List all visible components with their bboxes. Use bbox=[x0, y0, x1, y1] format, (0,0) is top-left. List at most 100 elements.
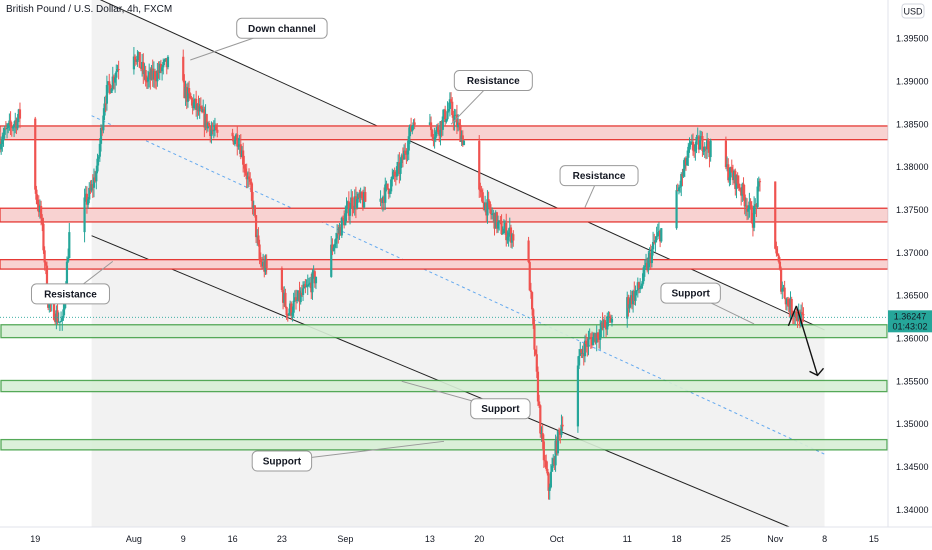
time-axis[interactable]: 19 Aug 9 16 23 Sep 13 20 Oct 11 18 25 Nov 8 15 bbox=[0, 526, 932, 544]
candle-body-443 bbox=[730, 167, 733, 173]
candle-body-200 bbox=[332, 247, 335, 251]
x-tick-label-7: 20 bbox=[474, 534, 484, 544]
candle-body-254 bbox=[410, 124, 413, 132]
candle-body-241 bbox=[394, 175, 397, 177]
candle-body-435 bbox=[707, 140, 710, 150]
candle-body-209 bbox=[343, 218, 346, 226]
candle-body-480 bbox=[788, 305, 791, 313]
candle-body-175 bbox=[289, 303, 292, 314]
candle-body-107 bbox=[166, 56, 170, 68]
candle-body-420 bbox=[689, 142, 692, 145]
candle-body-486 bbox=[795, 311, 798, 318]
candle-body-454 bbox=[743, 194, 746, 207]
candle-body-191 bbox=[307, 283, 311, 285]
candle-body-113 bbox=[188, 88, 191, 94]
candle-body-309 bbox=[502, 228, 506, 234]
candle-body-366 bbox=[597, 338, 601, 340]
y-tick-label-3: 1.38000 bbox=[896, 162, 929, 172]
candle-body-276 bbox=[449, 99, 453, 102]
candle-body-382 bbox=[630, 295, 634, 305]
candle-body-362 bbox=[593, 333, 596, 338]
candle-body-3 bbox=[2, 134, 5, 141]
candle-body-417 bbox=[686, 157, 689, 165]
candle-body-379 bbox=[627, 297, 630, 309]
candle-body-463 bbox=[754, 204, 757, 206]
candle-body-328 bbox=[539, 405, 542, 434]
candle-body-260 bbox=[431, 130, 434, 137]
candle-body-266 bbox=[438, 132, 441, 136]
candle-body-455 bbox=[744, 205, 747, 207]
candle-body-96 bbox=[153, 71, 157, 81]
candle-body-302 bbox=[494, 212, 497, 229]
x-tick-label-6: 13 bbox=[425, 534, 435, 544]
candle-body-429 bbox=[700, 136, 703, 140]
candle-body-306 bbox=[499, 220, 502, 222]
candle-body-62 bbox=[99, 127, 103, 144]
candle-body-199 bbox=[331, 244, 334, 251]
candle-body-259 bbox=[429, 122, 433, 131]
candle-body-194 bbox=[311, 272, 314, 293]
candle-body-144 bbox=[238, 144, 241, 146]
price-axis[interactable]: 1.39500 1.39000 1.38500 1.38000 1.37500 1.370… bbox=[887, 0, 932, 550]
candle-body-164 bbox=[262, 261, 265, 267]
candle-body-253 bbox=[408, 124, 412, 137]
currency-badge[interactable] bbox=[901, 3, 925, 19]
candle-body-317 bbox=[512, 234, 515, 241]
candle-body-361 bbox=[592, 337, 595, 346]
x-tick-label-0: 19 bbox=[30, 534, 40, 544]
candle-body-447 bbox=[735, 175, 738, 190]
x-tick-label-3: 16 bbox=[228, 534, 238, 544]
y-tick-label-2: 1.38500 bbox=[896, 119, 929, 129]
candle-body-101 bbox=[159, 63, 163, 72]
candle-body-116 bbox=[191, 99, 194, 109]
annotations: Down channel Resistance Resistance Resistan… bbox=[30, 17, 755, 472]
candle-body-337 bbox=[549, 471, 552, 488]
candle-body-272 bbox=[445, 119, 448, 122]
x-tick-label-1: Aug bbox=[126, 534, 142, 544]
candle-body-35 bbox=[54, 319, 57, 323]
candle-body-153 bbox=[249, 179, 252, 182]
candle-body-163 bbox=[260, 262, 264, 267]
candle-body-64 bbox=[102, 115, 105, 131]
annotation-label-4: Resistance bbox=[44, 289, 97, 300]
candle-body-94 bbox=[151, 68, 154, 80]
annotation-box-4 bbox=[30, 283, 110, 305]
candle-body-181 bbox=[296, 299, 299, 301]
candle-body-148 bbox=[243, 164, 246, 169]
candle-body-416 bbox=[684, 158, 688, 165]
candle-body-66 bbox=[104, 103, 107, 105]
candle-body-399 bbox=[650, 249, 654, 264]
candle-body-146 bbox=[240, 150, 244, 158]
candle-body-95 bbox=[152, 71, 155, 80]
annotation-label-1: Down channel bbox=[248, 24, 316, 35]
candle-body-343 bbox=[556, 430, 560, 454]
candle-body-365 bbox=[596, 332, 599, 339]
candle-body-84 bbox=[139, 67, 143, 69]
candle-body-226 bbox=[363, 192, 366, 208]
candle-body-325 bbox=[535, 354, 538, 372]
y-tick-label-10: 1.34500 bbox=[896, 462, 929, 472]
candle-body-143 bbox=[237, 145, 240, 147]
candle-body-39 bbox=[58, 321, 62, 323]
candle-body-88 bbox=[144, 70, 147, 82]
candle-body-275 bbox=[448, 99, 451, 109]
candle-body-72 bbox=[111, 76, 114, 89]
candle-body-395 bbox=[646, 262, 649, 271]
candle-body-127 bbox=[204, 114, 207, 128]
candle-body-252 bbox=[407, 136, 410, 151]
annotation-label-3: Resistance bbox=[573, 171, 626, 182]
candle-body-57 bbox=[94, 177, 97, 182]
candle-body-487 bbox=[796, 317, 799, 322]
candle-body-322 bbox=[532, 309, 535, 325]
candle-body-21 bbox=[37, 204, 40, 213]
candle-body-492 bbox=[802, 314, 805, 316]
candle-body-204 bbox=[337, 233, 340, 235]
candle-body-477 bbox=[784, 298, 787, 305]
candle-body-117 bbox=[192, 102, 195, 109]
candle-body-484 bbox=[792, 315, 796, 317]
candle-body-377 bbox=[610, 318, 614, 323]
candle-body-203 bbox=[336, 233, 339, 239]
candle-body-457 bbox=[747, 208, 750, 212]
annotation-box-3 bbox=[559, 165, 639, 187]
